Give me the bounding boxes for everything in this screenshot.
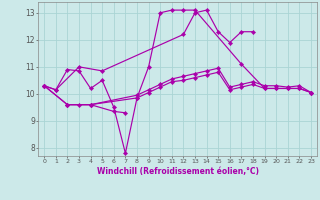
X-axis label: Windchill (Refroidissement éolien,°C): Windchill (Refroidissement éolien,°C) bbox=[97, 167, 259, 176]
